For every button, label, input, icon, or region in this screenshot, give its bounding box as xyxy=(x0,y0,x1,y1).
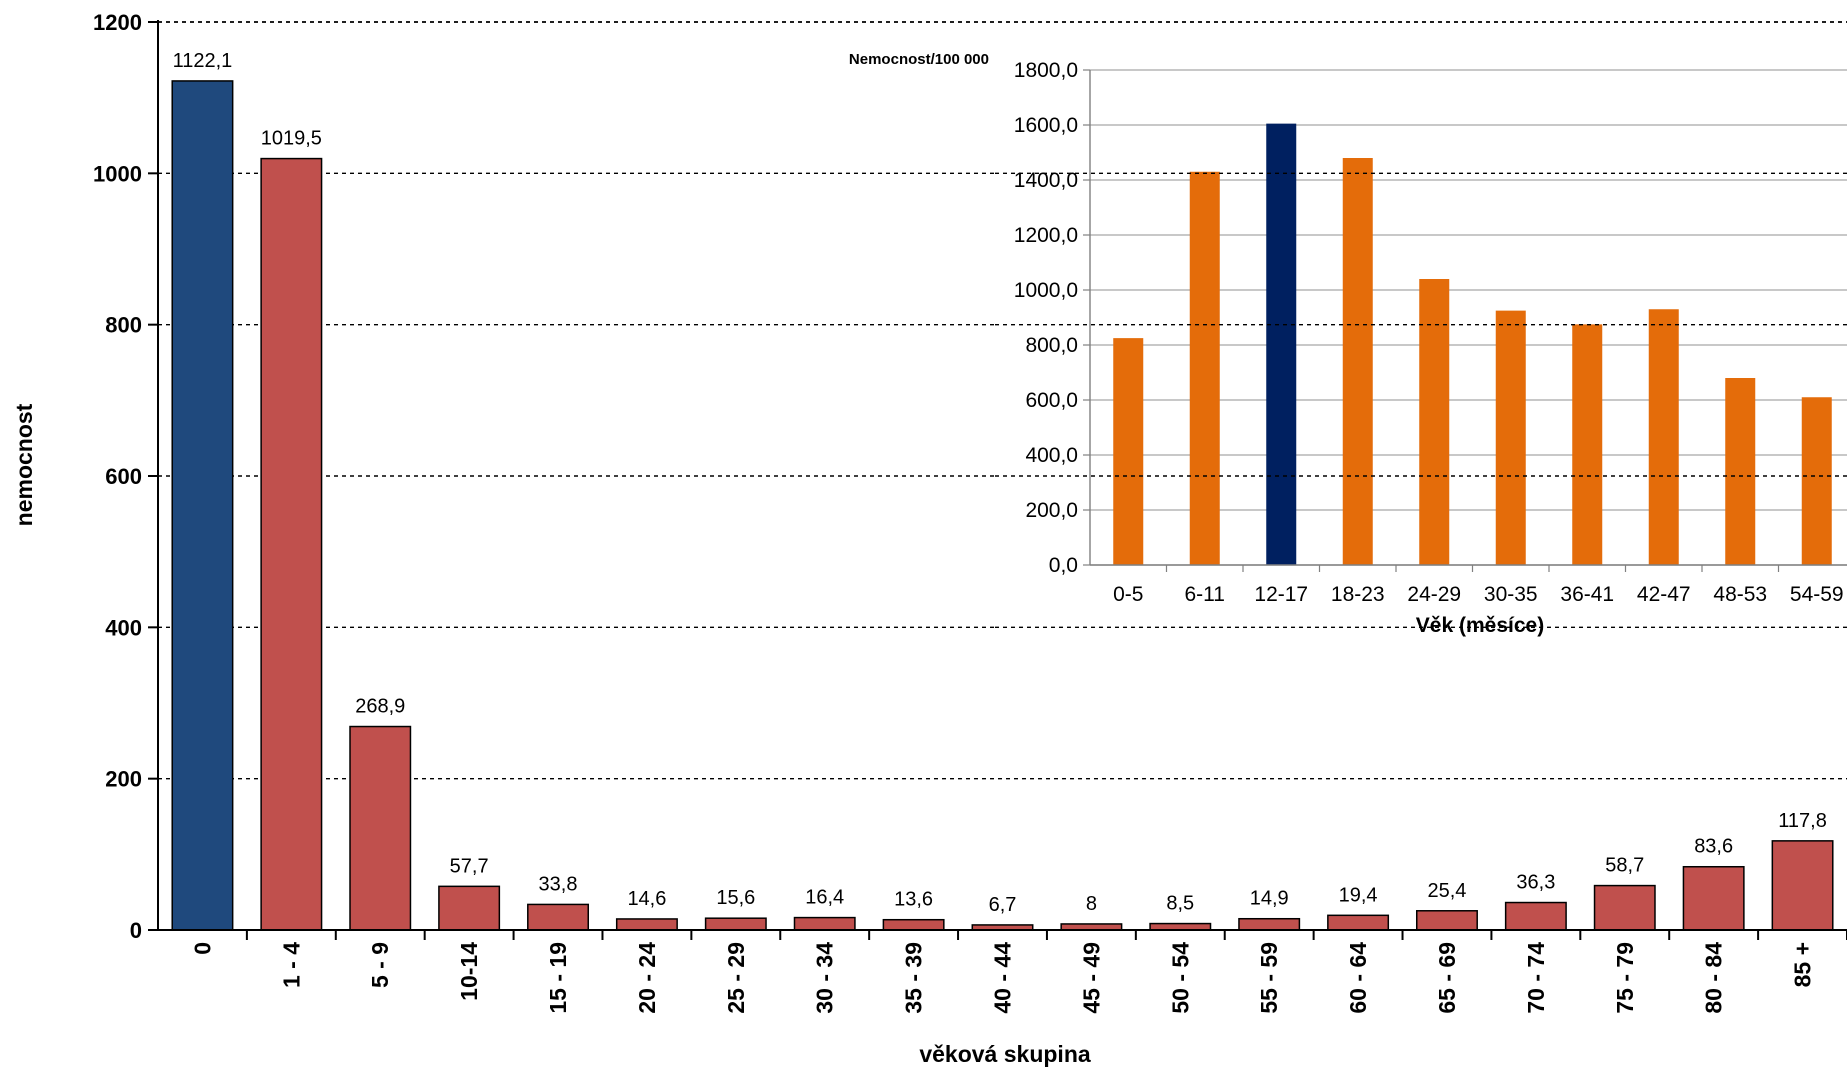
main-bar xyxy=(1238,917,1301,931)
main-bar xyxy=(171,80,234,931)
main-x-tick-label: 0 xyxy=(189,942,215,955)
inset-bar xyxy=(1419,279,1450,565)
main-bar xyxy=(349,725,412,931)
inset-x-tick-label: 0-5 xyxy=(1113,583,1143,606)
main-x-tick-label: 70 - 74 xyxy=(1523,942,1549,1014)
main-x-tick-label: 20 - 24 xyxy=(634,942,660,1014)
main-x-tick-label: 60 - 64 xyxy=(1345,942,1371,1014)
main-bar xyxy=(793,916,856,931)
main-data-label: 25,4 xyxy=(1428,880,1467,902)
inset-y-tick-label: 0,0 xyxy=(1049,554,1078,577)
inset-y-tick-label: 1200,0 xyxy=(1014,224,1078,247)
inset-x-tick-label: 24-29 xyxy=(1407,583,1461,606)
main-data-label: 6,7 xyxy=(989,894,1017,916)
main-x-tick-label: 80 - 84 xyxy=(1701,942,1727,1014)
main-data-label: 14,6 xyxy=(627,888,666,910)
main-bar xyxy=(1415,910,1478,931)
main-x-tick-label: 1 - 4 xyxy=(278,942,304,988)
main-data-label: 58,7 xyxy=(1605,855,1644,877)
main-x-tick-label: 45 - 49 xyxy=(1078,942,1104,1014)
main-data-label: 14,9 xyxy=(1250,888,1289,910)
inset-x-tick-label: 36-41 xyxy=(1560,583,1614,606)
main-data-label: 57,7 xyxy=(450,855,489,877)
main-bar xyxy=(1593,884,1656,931)
inset-bar xyxy=(1266,123,1297,565)
main-y-tick-label: 200 xyxy=(105,767,142,792)
main-x-tick-label: 65 - 69 xyxy=(1434,942,1460,1014)
inset-x-axis-label: Věk (měsíce) xyxy=(1416,614,1544,637)
inset-x-tick-label: 18-23 xyxy=(1331,583,1385,606)
main-x-tick-label: 5 - 9 xyxy=(367,942,393,988)
main-y-tick-label: 0 xyxy=(130,918,142,943)
main-axes: 0 200 400 600 800 1000 1200 0 1 - 4 5 - 9 10-14 15 … xyxy=(93,10,1847,1014)
main-data-label: 8,5 xyxy=(1166,893,1194,915)
inset-bar xyxy=(1572,324,1603,565)
inset-x-tick-label: 12-17 xyxy=(1254,583,1308,606)
inset-chart: 0,0 200,0 400,0 600,0 800,0 1000,0 1200,0 1400,… xyxy=(158,21,1847,655)
main-x-tick-label: 75 - 79 xyxy=(1612,942,1638,1014)
main-bar xyxy=(615,918,678,931)
main-data-label: 1122,1 xyxy=(173,50,233,72)
main-bar xyxy=(1682,865,1745,931)
main-y-tick-label: 1000 xyxy=(93,161,142,186)
main-x-tick-label: 10-14 xyxy=(456,942,482,1001)
main-x-tick-label: 85 + xyxy=(1790,942,1816,987)
inset-bar xyxy=(1189,171,1220,565)
main-y-axis-label: nemocnost xyxy=(11,403,37,526)
main-bar xyxy=(704,917,767,931)
main-x-tick-label: 25 - 29 xyxy=(723,942,749,1014)
inset-y-tick-label: 800,0 xyxy=(1025,334,1078,357)
main-x-axis-label: věková skupina xyxy=(919,1041,1091,1067)
main-bar xyxy=(882,918,945,931)
inset-bar xyxy=(1342,158,1373,565)
inset-bar xyxy=(1113,338,1144,565)
inset-y-tick-label: 1600,0 xyxy=(1014,114,1078,137)
main-bars: 1122,1 1019,5 268,9 57,7 33,8 14,6 15,6 16,4 13,… xyxy=(171,50,1834,931)
main-y-tick-label: 600 xyxy=(105,464,142,489)
main-data-label: 15,6 xyxy=(716,887,755,909)
main-bar xyxy=(1504,901,1567,931)
inset-x-tick-label: 42-47 xyxy=(1637,583,1691,606)
main-x-tick-label: 40 - 44 xyxy=(990,942,1016,1014)
inset-x-tick-label: 54-59 xyxy=(1790,583,1844,606)
inset-y-axis-label: Nemocnost/100 000 xyxy=(849,51,989,68)
main-x-tick-label: 15 - 19 xyxy=(545,942,571,1014)
main-bar xyxy=(1327,914,1390,931)
main-data-label: 8 xyxy=(1086,893,1097,915)
inset-y-tick-label: 400,0 xyxy=(1025,444,1078,467)
main-data-label: 117,8 xyxy=(1778,810,1827,832)
inset-x-tick-label: 30-35 xyxy=(1484,583,1538,606)
inset-y-tick-label: 1400,0 xyxy=(1014,169,1078,192)
inset-y-tick-label: 200,0 xyxy=(1025,499,1078,522)
main-bar xyxy=(1771,840,1834,931)
inset-y-tick-label: 1000,0 xyxy=(1014,279,1078,302)
main-x-tick-label: 35 - 39 xyxy=(901,942,927,1014)
main-data-label: 268,9 xyxy=(355,696,405,718)
inset-bar xyxy=(1801,397,1832,565)
main-y-tick-label: 800 xyxy=(105,313,142,338)
inset-x-tick-label: 6-11 xyxy=(1185,583,1225,606)
main-y-tick-label: 1200 xyxy=(93,10,142,35)
main-x-tick-label: 30 - 34 xyxy=(812,942,838,1014)
inset-bar xyxy=(1495,310,1526,565)
inset-bar xyxy=(1648,309,1679,565)
main-data-label: 1019,5 xyxy=(261,128,322,150)
main-data-label: 13,6 xyxy=(894,889,933,911)
main-data-label: 19,4 xyxy=(1339,884,1378,906)
main-data-label: 16,4 xyxy=(805,887,844,909)
main-y-tick-label: 400 xyxy=(105,615,142,640)
main-bar xyxy=(527,903,590,931)
main-x-tick-label: 55 - 59 xyxy=(1256,942,1282,1014)
inset-bar xyxy=(1725,378,1756,565)
main-data-label: 36,3 xyxy=(1516,872,1555,894)
main-bar xyxy=(260,157,323,931)
main-data-label: 83,6 xyxy=(1694,836,1733,858)
inset-y-tick-label: 600,0 xyxy=(1025,389,1078,412)
main-x-tick-label: 50 - 54 xyxy=(1167,942,1193,1014)
main-data-label: 33,8 xyxy=(539,873,578,895)
inset-y-tick-label: 1800,0 xyxy=(1014,59,1078,82)
inset-x-tick-label: 48-53 xyxy=(1713,583,1767,606)
main-bar xyxy=(438,885,501,931)
